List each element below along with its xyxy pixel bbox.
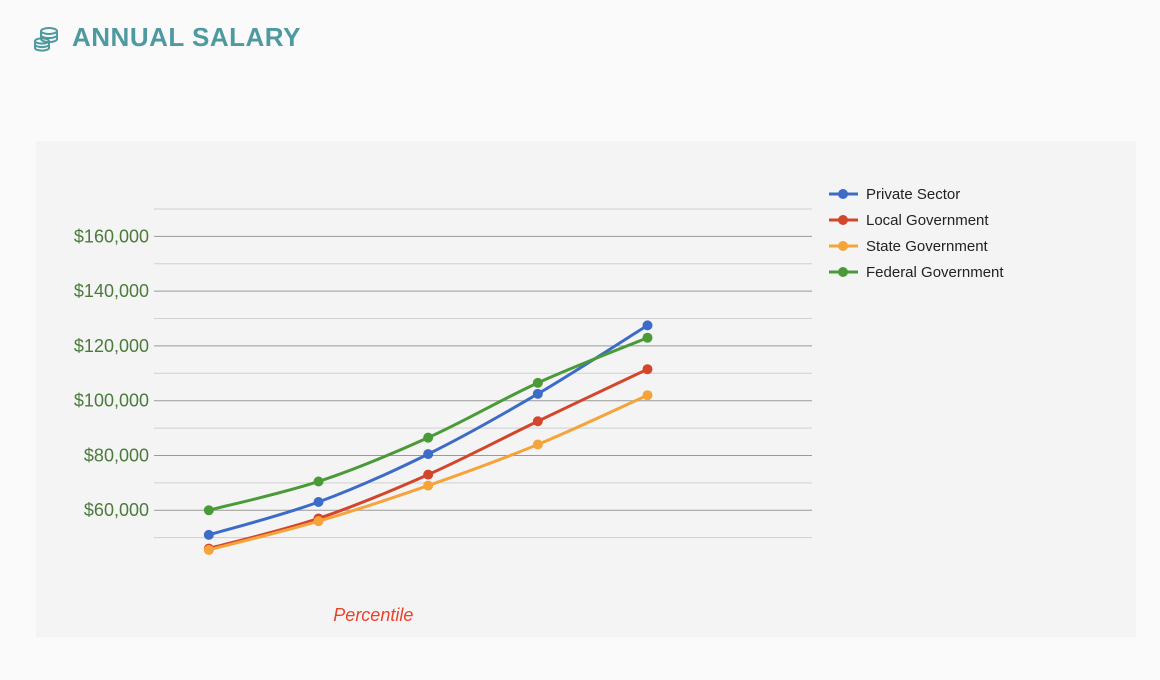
federal-government-point — [313, 476, 324, 487]
y-tick-label: $160,000 — [74, 226, 149, 246]
legend-swatch-marker — [838, 267, 848, 277]
local-government-point — [642, 364, 653, 375]
local-government-point — [423, 469, 434, 480]
federal-government-point — [642, 332, 653, 343]
salary-line-chart: $60,000 $80,000 $100,000 $120,000 $140,000 $1… — [74, 186, 1004, 625]
y-tick-label: $100,000 — [74, 391, 149, 411]
chart-panel: $60,000 $80,000 $100,000 $120,000 $140,000 $1… — [36, 141, 1136, 637]
federal-government-point — [203, 505, 214, 516]
y-tick-label: $140,000 — [74, 281, 149, 301]
private-sector-point — [642, 320, 653, 331]
coins-icon — [34, 26, 58, 52]
legend-swatch-marker — [838, 241, 848, 251]
private-sector-point — [313, 497, 324, 508]
legend-label-private-sector: Private Sector — [866, 186, 960, 203]
page-title: ANNUAL SALARY — [72, 22, 301, 52]
federal-government-point — [423, 432, 434, 443]
state-government-point — [203, 544, 214, 555]
private-sector-point — [423, 449, 434, 460]
private-sector-point — [203, 529, 214, 540]
federal-government-point — [532, 377, 543, 388]
state-government-point — [532, 439, 543, 450]
private-sector-line — [208, 324, 649, 537]
state-government-point — [423, 480, 434, 491]
y-tick-label: $120,000 — [74, 336, 149, 356]
page-header: ANNUAL SALARY — [32, 22, 301, 53]
y-tick-label: $60,000 — [84, 500, 149, 520]
state-government-point — [642, 390, 653, 401]
y-tick-label: $80,000 — [84, 445, 149, 465]
legend-swatch-marker — [838, 215, 848, 225]
state-government-point — [313, 516, 324, 527]
legend-label-state-government: State Government — [866, 238, 989, 255]
x-axis-label: Percentile — [333, 605, 413, 625]
legend-label-local-government: Local Government — [866, 212, 989, 229]
private-sector-point — [532, 388, 543, 399]
legend-label-federal-government: Federal Government — [866, 264, 1004, 281]
local-government-point — [532, 416, 543, 427]
legend-swatch-marker — [838, 189, 848, 199]
